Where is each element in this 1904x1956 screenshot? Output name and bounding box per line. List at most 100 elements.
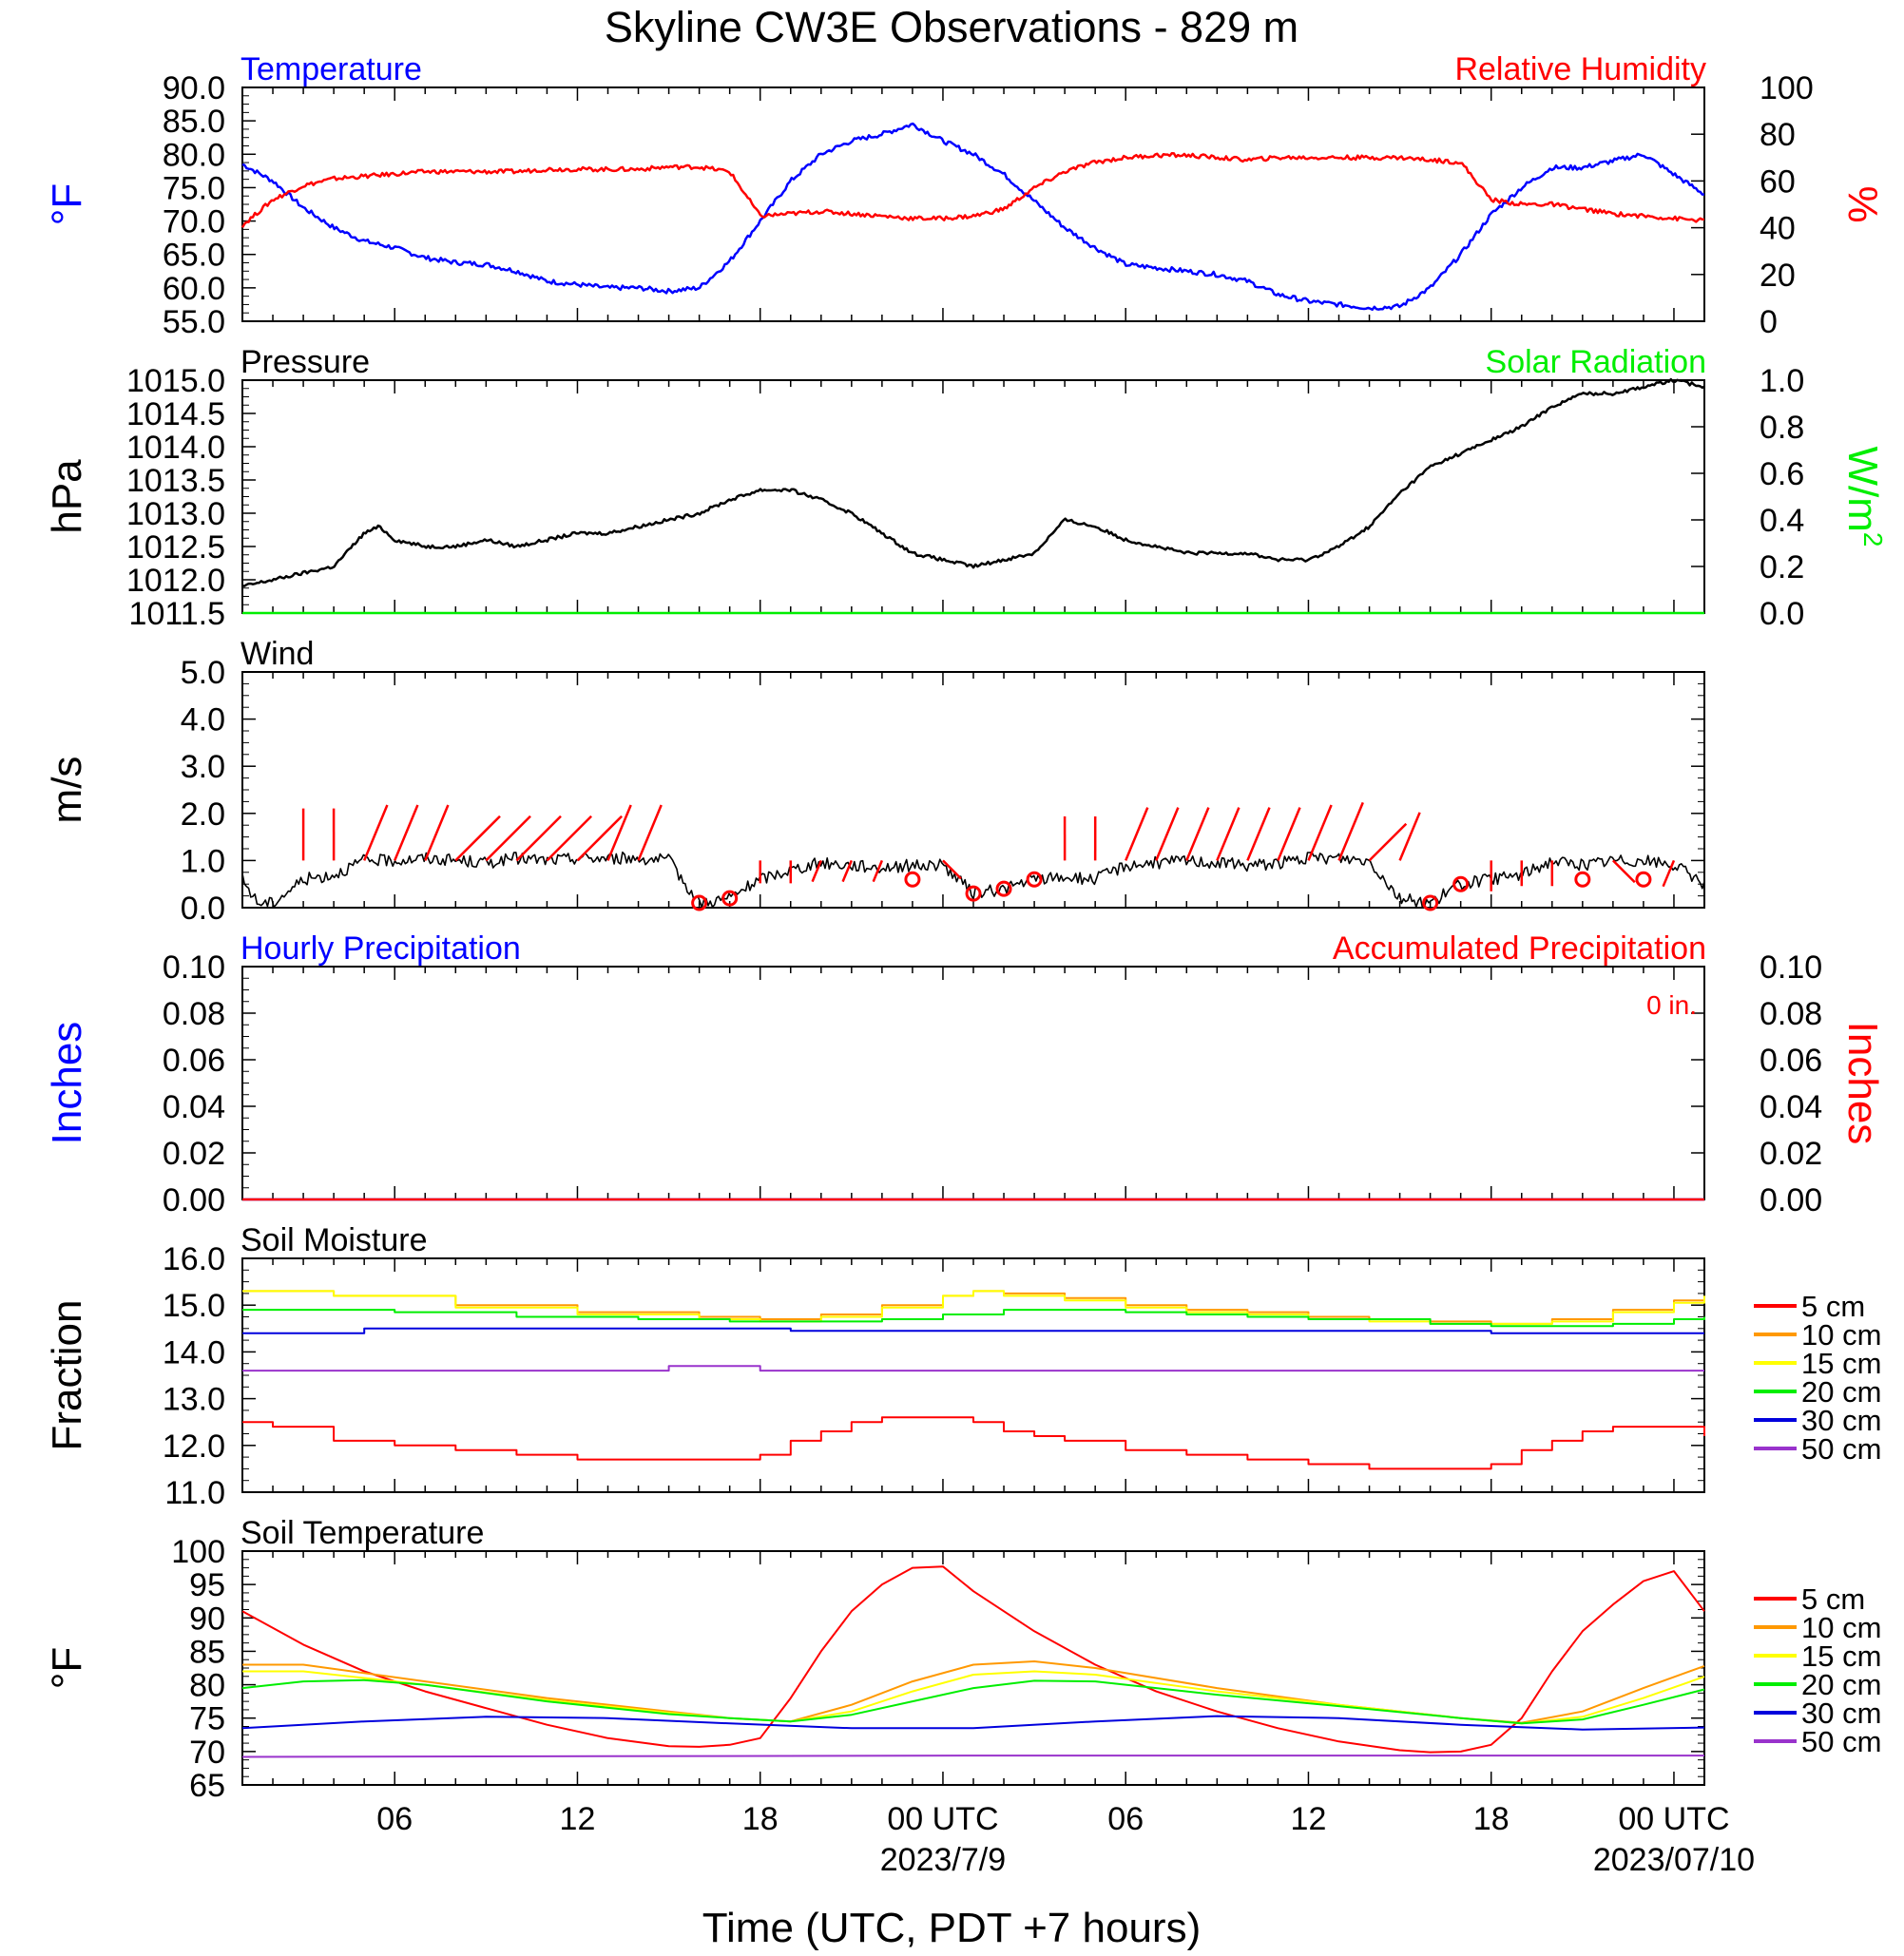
x-tick-label: 00 UTC (1618, 1801, 1729, 1837)
y-tick-label: 11.0 (164, 1475, 225, 1511)
legend-label: 10 cm (1801, 1318, 1881, 1352)
wind-calm-marker (721, 890, 739, 907)
y-right-tick-label: 0.6 (1760, 456, 1804, 492)
x-tick-date: 2023/7/9 (880, 1842, 1006, 1878)
legend-label: 20 cm (1801, 1375, 1881, 1409)
wind-calm-marker (1026, 871, 1043, 888)
y-tick-label: 0.10 (163, 949, 225, 986)
panel-precipitation: 0.00 0.02 0.04 0.06 0.08 0.10 0.00 0.02 0.04 0.06… (44, 930, 1886, 1218)
x-tick-label: 12 (1291, 1801, 1327, 1837)
plot-frame (241, 1550, 1705, 1786)
y-tick-label: 0.0 (181, 891, 225, 927)
x-tick-labels: 06 12 18 00 UTC 2023/7/9 06 12 18 00 UTC 2023/07/… (376, 1801, 1755, 1878)
y-right-tick-label: 0.06 (1760, 1043, 1822, 1079)
y-tick-label: 3.0 (181, 749, 225, 785)
y-right-tick-label: 0.08 (1760, 996, 1822, 1032)
series-line-temperature (241, 122, 1705, 312)
wind-barb (363, 804, 389, 861)
panel-wind: 0.0 1.0 2.0 3.0 4.0 5.0 Wind m/s (44, 636, 1705, 927)
panel-right-title: Relative Humidity (1454, 51, 1706, 87)
x-axis: 06 12 18 00 UTC 2023/7/9 06 12 18 00 UTC 2023/07/… (376, 1801, 1755, 1951)
wind-barb (1216, 807, 1240, 861)
legend-label: 50 cm (1801, 1725, 1881, 1758)
series-line-15-cm (242, 1290, 1705, 1325)
y-axis-label-right: W/m2 (1839, 447, 1888, 547)
y-tick-label: 0.00 (163, 1182, 225, 1218)
y-tick-label: 75 (189, 1701, 225, 1737)
y-axis-label-left: hPa (44, 459, 90, 534)
y-tick-label: 85 (189, 1634, 225, 1670)
y-right-tick-label: 0.0 (1760, 596, 1804, 632)
panel-left-title: Hourly Precipitation (240, 930, 521, 967)
wind-barb (394, 804, 419, 861)
y-right-tick-label: 0.2 (1760, 549, 1804, 585)
y-tick-label: 1012.5 (126, 529, 225, 566)
wind-barb (485, 815, 531, 862)
plot-frame (241, 966, 1705, 1200)
y-tick-label: 14.0 (163, 1334, 225, 1371)
y-right-tick-label: 1.0 (1760, 363, 1804, 399)
y-right-tick-label: 0.8 (1760, 410, 1804, 446)
series-line-50-cm (242, 1365, 1704, 1372)
y-tick-label: 1013.0 (126, 496, 225, 532)
wind-barb (454, 815, 501, 862)
panel-left-title: Temperature (240, 51, 422, 87)
y-tick-label: 1014.0 (126, 430, 225, 466)
series-line-30-cm (242, 1327, 1704, 1334)
y-right-tick-label: 0.00 (1760, 1182, 1822, 1218)
legend-label: 5 cm (1801, 1582, 1865, 1616)
y-tick-label: 2.0 (181, 796, 225, 833)
legend-label: 30 cm (1801, 1697, 1881, 1730)
x-tick-date: 2023/07/10 (1593, 1842, 1755, 1878)
chart-title: Skyline CW3E Observations - 829 m (605, 3, 1298, 51)
panel-temperature-humidity: 55.060.065.070.075.080.085.090.0 0 20 40 60 8… (44, 51, 1886, 340)
x-tick-label: 18 (742, 1801, 779, 1837)
wind-barb (1662, 859, 1676, 888)
wind-barb (546, 815, 592, 862)
y-tick-label: 80.0 (163, 137, 225, 173)
wind-barb (872, 859, 884, 883)
wind-barb (942, 859, 962, 880)
y-tick-label: 95 (189, 1567, 225, 1603)
wind-barb (1155, 807, 1180, 861)
x-tick-label: 12 (560, 1801, 596, 1837)
y-axis-label-left: °F (44, 183, 90, 225)
y-right-tick-label: 40 (1760, 211, 1796, 247)
legend-label: 30 cm (1801, 1404, 1881, 1437)
y-axis-label-right-text: W/m (1839, 447, 1886, 532)
y-right-tick-label: 0.10 (1760, 949, 1822, 986)
y-tick-label: 70.0 (163, 204, 225, 240)
plot-frame (241, 379, 1705, 614)
y-tick-label: 1011.5 (129, 596, 225, 632)
y-right-tick-label: 0.4 (1760, 503, 1804, 539)
y-right-tick-label: 60 (1760, 163, 1796, 200)
y-right-tick-label: 20 (1760, 258, 1796, 294)
y-tick-label: 90 (189, 1601, 225, 1637)
y-axis-label-left: m/s (44, 757, 90, 824)
y-tick-label: 65 (189, 1768, 225, 1804)
panel-left-title: Soil Temperature (240, 1515, 484, 1551)
legend-label: 10 cm (1801, 1611, 1881, 1644)
y-tick-label: 70 (189, 1735, 225, 1771)
wind-barb (841, 859, 853, 883)
panel-right-title: Accumulated Precipitation (1333, 930, 1706, 967)
y-axis-label-right: % (1839, 185, 1886, 222)
panel-left-title: Pressure (240, 344, 370, 380)
wind-calm-marker (965, 885, 982, 902)
y-tick-label: 1012.0 (126, 563, 225, 599)
wind-barb (637, 804, 663, 861)
y-tick-label: 0.04 (163, 1089, 225, 1125)
y-axis-label-right: Inches (1839, 1022, 1886, 1145)
y-tick-label: 90.0 (163, 70, 225, 106)
panel-pressure-solar: 1011.51012.01012.51013.01013.51014.01014… (44, 344, 1888, 632)
wind-calm-marker (1452, 875, 1470, 892)
wind-barb (811, 859, 822, 883)
y-tick-label: 65.0 (163, 238, 225, 274)
y-tick-label: 12.0 (163, 1429, 225, 1465)
wind-calm-marker (1422, 894, 1439, 911)
wind-calm-marker (995, 880, 1012, 897)
legend-label: 50 cm (1801, 1432, 1881, 1466)
legend-label: 20 cm (1801, 1668, 1881, 1701)
y-right-tick-label: 0.04 (1760, 1089, 1822, 1125)
